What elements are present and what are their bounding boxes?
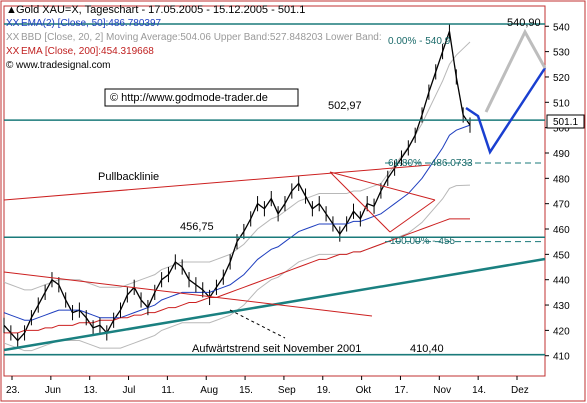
pullback-label: Pullbacklinie xyxy=(98,171,159,183)
projection-blue xyxy=(465,67,547,155)
current-price-box xyxy=(546,114,585,129)
y-tick-label: 540 xyxy=(553,22,570,33)
watermark-box xyxy=(104,88,299,107)
x-tick-label: Jul xyxy=(123,385,136,396)
bbd-prefix: XX xyxy=(6,32,20,43)
source-label: www.tradesignal.com xyxy=(15,60,110,71)
fib-618-label: 61.80% - 486.0733 xyxy=(388,158,473,169)
trend-label: Aufwärtstrend seit November 2001 xyxy=(192,343,361,355)
y-tick-label: 460 xyxy=(553,225,570,236)
x-axis: 23. Jun 13. Jul 11. Aug 15. Sep 19. Okt 17. Nov 14. D… xyxy=(6,376,529,396)
y-tick-label: 450 xyxy=(553,250,570,261)
current-price-label: 501.1 xyxy=(553,117,578,128)
y-tick-label: 470 xyxy=(553,200,570,211)
x-tick-label: 23. xyxy=(6,385,20,396)
ema200-legend: EMA [Close, 200]:454.319668 xyxy=(21,46,154,57)
pullback-line xyxy=(3,164,431,201)
y-tick-label: 510 xyxy=(553,98,570,109)
y-tick-label: 430 xyxy=(553,301,570,312)
fib-100-label: 100.00% - 455 xyxy=(390,236,455,247)
source-prefix: © xyxy=(6,60,14,71)
channel-upper-left xyxy=(329,171,436,201)
ema2-prefix: XX xyxy=(6,18,20,29)
projection-gray xyxy=(484,28,547,113)
x-tick-label: 14. xyxy=(472,385,486,396)
x-tick-label: Jun xyxy=(45,385,61,396)
chart-title-prefix: ▲ xyxy=(6,4,17,16)
y-tick-label: 520 xyxy=(553,73,570,84)
trend-pointer xyxy=(229,309,286,339)
bbd-legend: BBD [Close, 20, 2] Moving Average:504.06… xyxy=(21,32,382,43)
level-bottom-label: 410,40 xyxy=(410,343,444,355)
horizontal-levels xyxy=(4,23,545,356)
x-tick-label: 15. xyxy=(239,385,253,396)
y-tick-label: 490 xyxy=(553,149,570,160)
ema50-line xyxy=(3,124,471,321)
x-tick-label: 19. xyxy=(317,385,331,396)
level-mid-label: 502,97 xyxy=(328,100,362,112)
x-tick-label: Sep xyxy=(278,385,296,396)
y-tick-label: 410 xyxy=(553,352,570,363)
ema2-legend: EMA(2) [Close, 50]:486.780397 xyxy=(21,18,162,29)
y-tick-label: 480 xyxy=(553,174,570,185)
level-top-label: 540,90 xyxy=(507,17,541,29)
chart-title: Gold XAU=X, Tageschart - 17.05.2005 - 15… xyxy=(16,4,305,16)
x-tick-label: Okt xyxy=(356,385,372,396)
channel-lower-left xyxy=(329,171,391,233)
x-tick-label: 17. xyxy=(394,385,408,396)
watermark-text: © http://www.godmode-trader.de xyxy=(110,92,268,104)
y-tick-label: 420 xyxy=(553,326,570,337)
x-tick-label: Aug xyxy=(200,385,218,396)
x-tick-label: 11. xyxy=(161,385,174,396)
plot-area xyxy=(3,5,546,377)
channel-lower-line xyxy=(3,271,373,317)
ema200-prefix: XX xyxy=(6,46,20,57)
ema200-line xyxy=(4,218,470,334)
y-tick-label: 530 xyxy=(553,48,570,59)
channel-right xyxy=(389,199,436,233)
x-tick-label: Dez xyxy=(511,385,529,396)
x-tick-label: Nov xyxy=(433,385,451,396)
y-axis: 410 420 430 440 450 460 470 480 490 500 510 520 530 5… xyxy=(545,22,570,363)
level-low-label: 456,75 xyxy=(180,221,214,233)
y-tick-label: 440 xyxy=(553,276,570,287)
y-tick-label: 500 xyxy=(553,124,570,135)
fib-0-label: 0.00% - 540.9 xyxy=(388,36,451,47)
x-tick-label: 13. xyxy=(84,385,98,396)
